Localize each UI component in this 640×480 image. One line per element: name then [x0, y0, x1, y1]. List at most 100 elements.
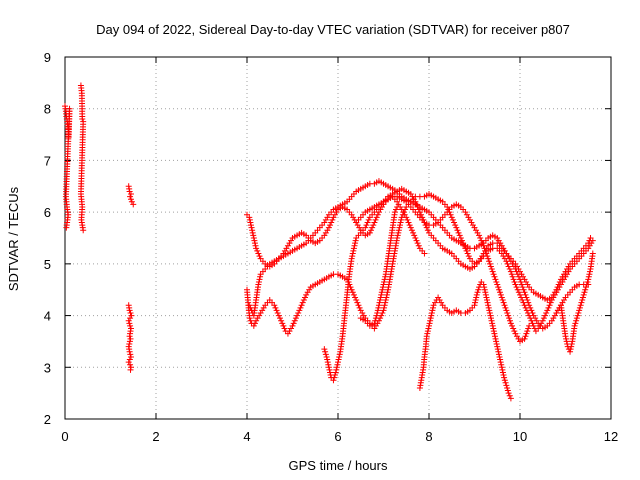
axis-ticks	[64, 56, 612, 420]
data-point-marker	[246, 214, 253, 221]
chart-title: Day 094 of 2022, Sidereal Day-to-day VTE…	[96, 22, 570, 37]
data-point-marker	[498, 364, 505, 371]
data-point-marker	[572, 320, 579, 327]
data-point-marker	[501, 302, 508, 309]
data-point-marker	[527, 315, 534, 322]
data-point-marker	[504, 384, 511, 391]
data-point-marker	[543, 309, 550, 316]
data-point-marker	[477, 235, 484, 241]
data-point-marker	[510, 276, 517, 283]
data-point-marker	[487, 263, 494, 270]
data-point-marker	[476, 232, 483, 239]
data-point-marker	[499, 369, 506, 376]
data-point-marker	[248, 224, 255, 231]
data-point-marker	[504, 309, 511, 316]
data-point-marker	[365, 216, 372, 223]
data-point-marker	[506, 315, 513, 322]
data-point-marker	[504, 260, 511, 267]
data-point-marker	[253, 245, 260, 252]
data-point-marker	[335, 356, 342, 363]
x-axis-label: GPS time / hours	[289, 458, 388, 473]
data-point-marker	[585, 276, 592, 283]
data-point-marker	[586, 268, 593, 275]
data-point-marker	[539, 317, 546, 324]
data-point-marker	[407, 224, 414, 231]
data-point-marker	[373, 214, 380, 221]
data-point-marker	[563, 335, 570, 342]
data-point-marker	[540, 315, 547, 322]
data-point-marker	[295, 309, 302, 316]
data-point-marker	[452, 222, 459, 229]
data-point-marker	[567, 346, 574, 353]
data-point-marker	[127, 196, 134, 203]
data-point-marker	[589, 250, 596, 257]
data-point-marker	[583, 281, 590, 288]
data-point-marker	[281, 325, 288, 332]
data-point-marker	[523, 307, 530, 314]
data-point-marker	[255, 250, 262, 257]
data-point-marker	[415, 206, 422, 213]
data-point-marker	[370, 222, 377, 229]
data-point-marker	[520, 286, 527, 293]
series-track-e	[357, 203, 401, 329]
data-point-marker	[497, 359, 504, 366]
data-point-marker	[251, 320, 258, 327]
data-point-marker	[523, 294, 530, 301]
data-point-marker	[329, 216, 336, 223]
data-point-marker	[426, 322, 432, 329]
data-point-marker	[472, 297, 479, 304]
data-point-marker	[519, 284, 526, 291]
data-point-marker	[519, 297, 526, 304]
y-tick-label: 5	[44, 257, 51, 272]
data-point-marker	[508, 271, 515, 278]
data-point-marker	[481, 284, 488, 291]
data-point-marker	[302, 294, 309, 301]
data-point-marker	[424, 328, 431, 335]
data-point-marker	[475, 286, 482, 293]
data-point-marker	[517, 278, 524, 285]
data-point-marker	[408, 227, 415, 234]
data-point-marker	[415, 242, 422, 249]
data-point-marker	[296, 307, 303, 314]
data-point-marker	[522, 291, 529, 298]
data-point-marker	[495, 348, 502, 355]
data-point-marker	[429, 307, 436, 314]
data-point-marker	[395, 229, 402, 236]
data-point-marker	[377, 297, 384, 304]
series-track-g	[353, 193, 533, 345]
data-point-marker	[363, 222, 370, 229]
series-cluster-0.4	[77, 82, 87, 234]
data-point-marker	[127, 366, 134, 373]
data-point-marker	[349, 289, 356, 296]
data-point-marker	[127, 309, 134, 316]
data-point-marker	[254, 247, 261, 254]
data-point-marker	[493, 338, 500, 345]
data-point-marker	[298, 302, 305, 309]
data-point-marker	[350, 245, 357, 252]
data-point-marker	[127, 353, 134, 360]
data-point-marker	[376, 299, 383, 306]
data-point-marker	[299, 299, 306, 306]
data-point-marker	[429, 304, 436, 311]
data-point-marker	[379, 284, 386, 291]
data-point-marker	[473, 294, 480, 301]
data-point-marker	[375, 304, 382, 311]
data-point-marker	[571, 322, 578, 329]
data-point-marker	[402, 206, 409, 213]
data-point-marker	[398, 214, 405, 221]
data-point-marker	[369, 224, 376, 231]
data-point-marker	[374, 307, 381, 314]
data-point-marker	[325, 364, 332, 371]
data-point-marker	[323, 353, 330, 360]
data-point-marker	[483, 250, 490, 257]
data-point-marker	[506, 317, 513, 324]
data-point-marker	[366, 229, 373, 236]
data-point-marker	[273, 307, 280, 314]
data-point-marker	[374, 211, 381, 218]
data-point-marker	[424, 227, 431, 234]
data-point-marker	[489, 268, 496, 275]
data-point-marker	[529, 320, 536, 327]
data-point-marker	[576, 307, 583, 314]
data-point-marker	[428, 312, 435, 319]
